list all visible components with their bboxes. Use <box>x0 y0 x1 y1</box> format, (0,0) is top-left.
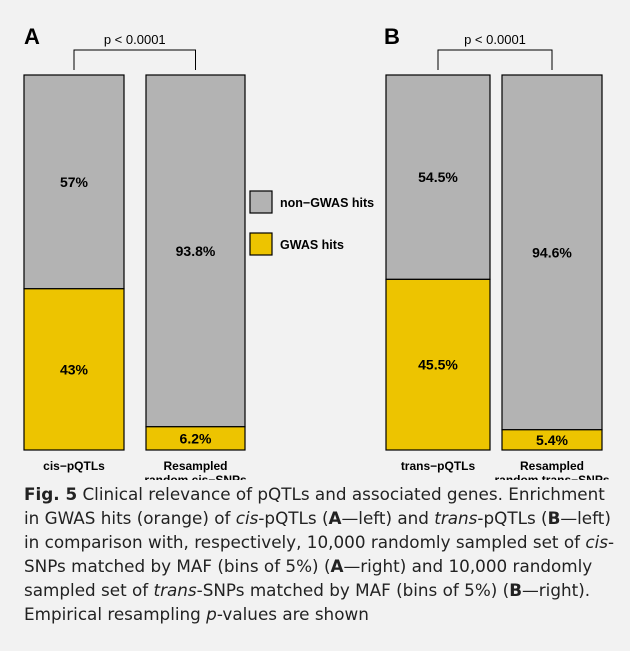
caption-segment: trans <box>153 580 197 600</box>
x-tick-label: random cis−SNPs <box>144 473 247 480</box>
data-label-gwas: 45.5% <box>418 357 458 373</box>
caption-segment: -pQTLs ( <box>477 508 548 528</box>
legend-label: non−GWAS hits <box>280 196 374 210</box>
caption-segment: -pQTLs ( <box>258 508 329 528</box>
p-value-annotation: p < 0.0001 <box>104 32 166 47</box>
bar-segment-non-gwas <box>145 74 246 428</box>
bar-segment-non-gwas <box>23 74 125 290</box>
x-tick-label: Resampled <box>163 459 227 473</box>
significance-bracket <box>73 49 196 70</box>
caption-segment: A <box>330 556 344 576</box>
stacked-bar-chart: A57%43%cis−pQTLs93.8%6.2%Resampledrandom… <box>23 24 610 480</box>
caption-segment: -SNPs matched by MAF (bins of 5%) ( <box>196 580 510 600</box>
bar-segment-gwas <box>385 278 491 451</box>
bar-segment-gwas <box>145 426 246 451</box>
data-label-non-gwas: 94.6% <box>532 244 572 260</box>
caption-segment: A <box>328 508 342 528</box>
figure-caption: Fig. 5 Clinical relevance of pQTLs and a… <box>24 482 620 626</box>
data-label-non-gwas: 57% <box>60 174 89 190</box>
data-label-gwas: 6.2% <box>180 430 212 446</box>
caption-segment: cis <box>235 508 259 528</box>
caption-segment: -values are shown <box>216 604 369 624</box>
bar-segment-non-gwas <box>501 74 603 431</box>
p-value-annotation: p < 0.0001 <box>464 32 526 47</box>
caption-text: Clinical relevance of pQTLs and associat… <box>24 484 614 624</box>
legend-swatch <box>249 232 273 256</box>
caption-segment: trans <box>434 508 478 528</box>
caption-segment: p <box>206 604 217 624</box>
caption-label: Fig. 5 <box>24 484 78 504</box>
x-tick-label: Resampled <box>520 459 584 473</box>
x-tick-label: random trans−SNPs <box>494 473 609 480</box>
caption-segment: B <box>547 508 561 528</box>
caption-segment: —right) and 10,000 randomly sampled set … <box>24 556 593 600</box>
caption-segment: Clinical relevance of pQTLs and associat… <box>24 484 605 528</box>
x-tick-label: cis−pQTLs <box>43 459 105 473</box>
caption-segment: -SNPs matched by MAF (bins of 5%) ( <box>24 532 615 576</box>
bar-segment-non-gwas <box>385 74 491 280</box>
caption-segment: B <box>509 580 522 600</box>
bar-segment-gwas <box>23 288 125 451</box>
data-label-non-gwas: 54.5% <box>418 169 458 185</box>
data-label-gwas: 43% <box>60 361 89 377</box>
data-label-gwas: 5.4% <box>536 432 568 448</box>
legend-swatch <box>249 190 273 214</box>
panel-letter: A <box>24 24 40 49</box>
x-tick-label: trans−pQTLs <box>401 459 476 473</box>
caption-segment: —left) and <box>341 508 435 528</box>
significance-bracket <box>437 49 553 70</box>
caption-segment: —left) in comparison with, respectively,… <box>24 508 611 552</box>
data-label-non-gwas: 93.8% <box>176 243 216 259</box>
caption-segment: cis <box>585 532 608 552</box>
panel-letter: B <box>384 24 400 49</box>
caption-segment: —right). Empirical resampling <box>24 580 591 624</box>
legend-label: GWAS hits <box>280 238 344 252</box>
bar-segment-gwas <box>501 429 603 451</box>
